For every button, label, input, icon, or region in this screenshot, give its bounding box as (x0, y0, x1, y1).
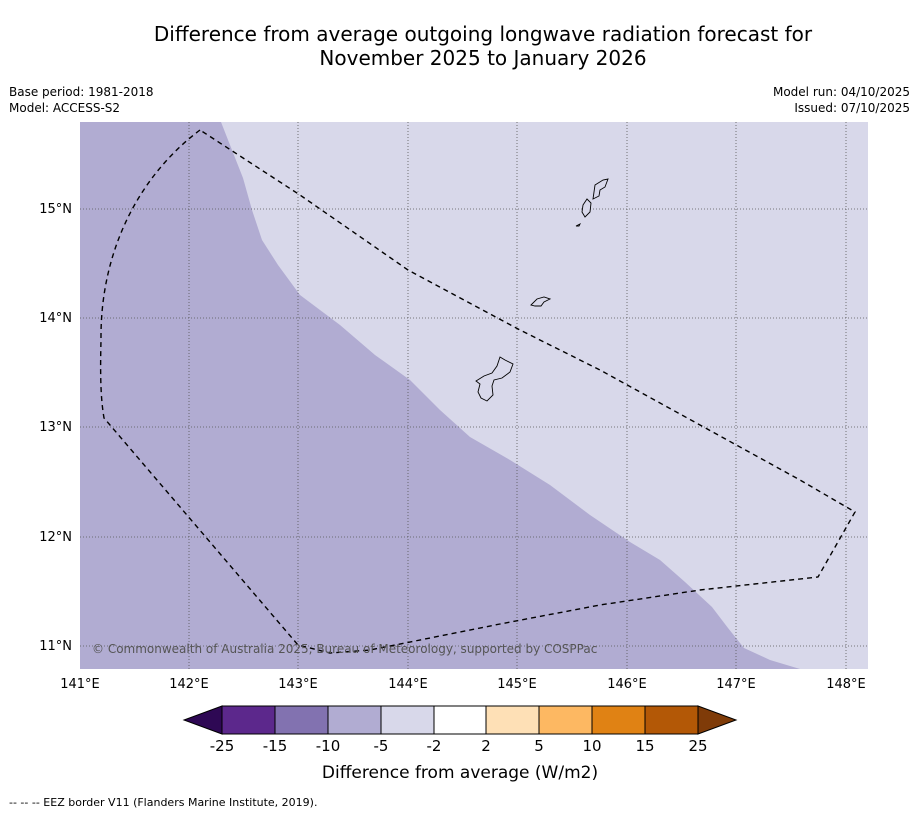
colorbar-bin-5 (433, 705, 487, 735)
colorbar-tick-1: -25 (210, 737, 235, 755)
colorbar-tick-3: -10 (316, 737, 341, 755)
island-saipan (592, 178, 609, 200)
islands (475, 178, 609, 402)
lon-label-148: 148°E (826, 677, 866, 692)
colorbar-tick-8: 10 (582, 737, 601, 755)
colorbar-bin-3 (327, 705, 382, 735)
colorbar-tick-9: 15 (635, 737, 654, 755)
colorbar-bin-9 (644, 705, 699, 735)
colorbar-bin-8 (591, 705, 646, 735)
lon-label-145: 145°E (497, 677, 537, 692)
colorbar-bin-2 (274, 705, 329, 735)
colorbar-tick-2: -15 (263, 737, 288, 755)
lon-label-146: 146°E (607, 677, 647, 692)
lon-label-141: 141°E (60, 677, 100, 692)
colorbar-tick-4: -5 (374, 737, 389, 755)
title-line-1: Difference from average outgoing longwav… (153, 22, 813, 46)
lon-label-147: 147°E (716, 677, 756, 692)
anomaly-region-moderate (80, 122, 800, 669)
colorbar-bins (221, 705, 699, 735)
colorbar-bin-7 (538, 705, 593, 735)
footnote: -- -- -- EEZ border V11 (Flanders Marine… (9, 796, 318, 809)
issued-date: Issued: 07/10/2025 (794, 101, 910, 115)
colorbar-tick-5: -2 (427, 737, 442, 755)
island-rota (530, 296, 552, 307)
colorbar-tick-10: 25 (688, 737, 707, 755)
colorbar-bin-1 (221, 705, 276, 735)
lat-label-13: 13°N (39, 420, 72, 435)
meta-right: Model run: 04/10/2025 Issued: 07/10/2025 (773, 84, 910, 116)
lon-label-143: 143°E (278, 677, 318, 692)
lat-label-11: 11°N (39, 639, 72, 654)
lon-label-142: 142°E (169, 677, 209, 692)
lat-label-15: 15°N (39, 202, 72, 217)
colorbar-bin-6 (485, 705, 540, 735)
lat-label-12: 12°N (39, 530, 72, 545)
colorbar-tick-7: 5 (534, 737, 544, 755)
colorbar: -25 -15 -10 -5 -2 2 5 10 15 25 Differenc… (182, 705, 738, 783)
base-period: Base period: 1981-2018 (9, 85, 154, 99)
colorbar-under-arrow (182, 705, 223, 735)
colorbar-title: Difference from average (W/m2) (322, 763, 598, 783)
chart-title: Difference from average outgoing longwav… (0, 22, 919, 70)
island-tinian (581, 198, 592, 218)
map-panel: © Commonwealth of Australia 2025, Bureau… (80, 122, 868, 669)
island-aguijan (575, 222, 582, 227)
lat-labels: 15°N 14°N 13°N 12°N 11°N (39, 202, 72, 654)
model-run: Model run: 04/10/2025 (772, 85, 910, 99)
colorbar-tick-6: 2 (481, 737, 491, 755)
island-guam (475, 356, 514, 402)
eez-border (99, 129, 856, 654)
lon-label-144: 144°E (388, 677, 428, 692)
colorbar-ticks: -25 -15 -10 -5 -2 2 5 10 15 25 (210, 737, 708, 755)
lat-label-14: 14°N (39, 311, 72, 326)
lon-labels: 141°E 142°E 143°E 144°E 145°E 146°E 147°… (60, 677, 866, 692)
colorbar-bin-4 (380, 705, 435, 735)
copyright-text: © Commonwealth of Australia 2025, Bureau… (92, 642, 597, 656)
title-line-2: November 2025 to January 2026 (319, 46, 647, 70)
graticule (80, 122, 868, 669)
colorbar-over-arrow (697, 705, 738, 735)
meta-left: Base period: 1981-2018 Model: ACCESS-S2 (9, 84, 154, 116)
model-name: Model: ACCESS-S2 (9, 101, 121, 115)
